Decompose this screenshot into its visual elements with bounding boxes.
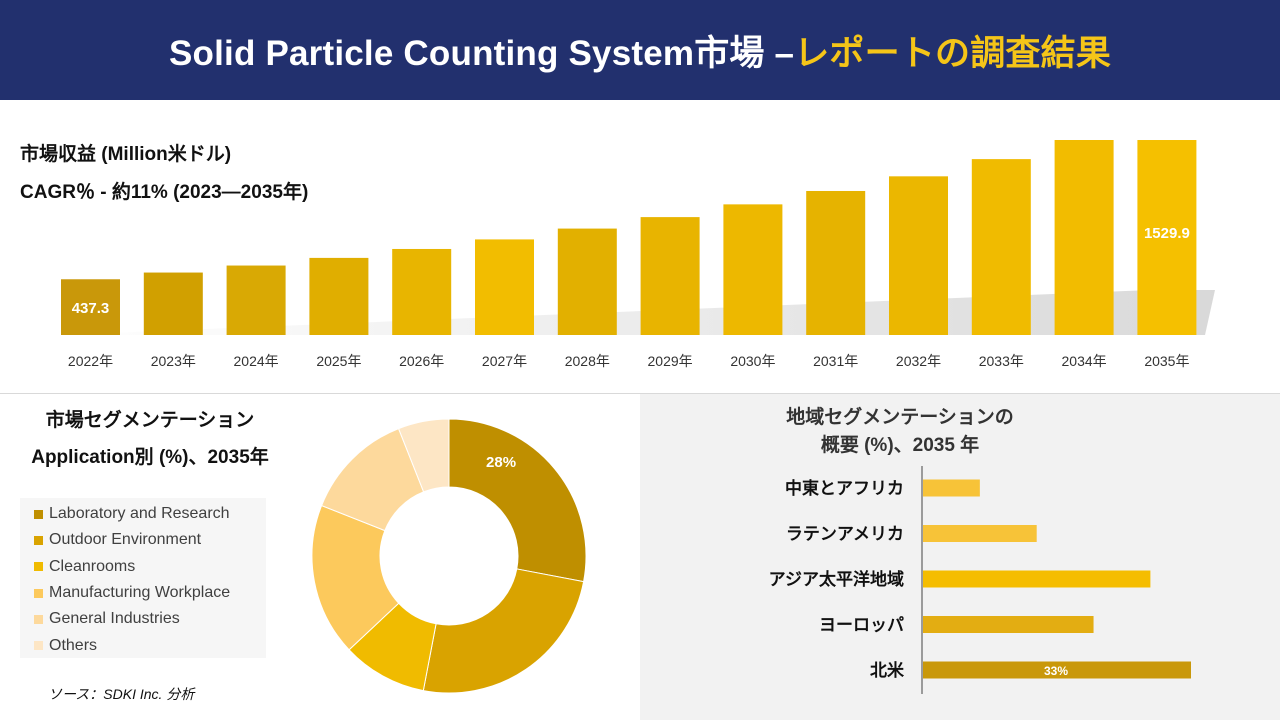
region-title-line2: 概要 (%)、2035 年: [820, 435, 980, 456]
legend-swatch: [34, 614, 43, 624]
revenue-bar: [1054, 140, 1114, 335]
year-tick-label: 2028年: [565, 353, 610, 369]
bar-value-label: 437.3: [72, 300, 110, 317]
region-panel: 地域セグメンテーションの 概要 (%)、2035 年 中東とアフリカ ラテンアメリ…: [640, 394, 1280, 720]
region-label: アジア太平洋地域: [769, 569, 904, 589]
legend-item: Cleanrooms: [34, 554, 266, 580]
source-note: ソース：SDKI Inc. 分析: [48, 686, 195, 702]
donut-value-label: 28%: [486, 454, 516, 471]
legend-swatch: [34, 509, 43, 519]
legend-label: Cleanrooms: [49, 557, 136, 575]
revenue-bar: [971, 159, 1031, 335]
revenue-bar: [640, 217, 700, 335]
region-label: ヨーロッパ: [819, 616, 904, 635]
region-bar: [923, 525, 1037, 542]
legend-label: Outdoor Environment: [49, 531, 202, 549]
cagr-label: CAGR％ - 約11% (2023—2035年): [20, 182, 309, 203]
revenue-bar: [475, 239, 534, 335]
donut-slice: [422, 568, 585, 694]
legend-swatch: [34, 588, 43, 598]
page-title: Solid Particle Counting System市場 –レポートの調…: [168, 33, 1112, 73]
legend-swatch: [34, 535, 43, 545]
legend-label: Manufacturing Workplace: [49, 584, 231, 602]
region-bar: [923, 661, 1191, 679]
year-tick-label: 2029年: [648, 353, 693, 369]
region-label: 中東とアフリカ: [785, 478, 904, 498]
year-tick-label: 2022年: [68, 353, 113, 369]
year-tick-label: 2023年: [151, 353, 196, 369]
region-title-line1: 地域セグメンテーションの: [786, 407, 1014, 428]
year-tick-label: 2031年: [813, 353, 858, 369]
donut-slice: [448, 418, 587, 583]
region-label: ラテンアメリカ: [786, 525, 904, 544]
year-tick-label: 2033年: [979, 353, 1024, 369]
segment-title-line2: Application別 (%)、2035年: [31, 447, 269, 468]
revenue-bar: [806, 190, 866, 335]
donut-slice: [397, 418, 450, 493]
region-label: 北米: [870, 660, 905, 680]
region-title: 地域セグメンテーションの 概要 (%)、2035 年: [640, 404, 1160, 460]
revenue-bar-chart: 2022年 437.3 2023年 2024年 2025年 2026年 2027年 2028年…: [60, 140, 1215, 369]
legend-item: Others: [34, 632, 266, 658]
application-legend: Laboratory and Research Outdoor Environme…: [20, 498, 266, 658]
region-bar: [923, 616, 1094, 633]
revenue-bar: [226, 265, 286, 335]
revenue-bar: [723, 204, 783, 335]
region-bar: [923, 570, 1151, 588]
revenue-label: 市場収益 (Million米ドル): [20, 144, 232, 165]
page-title-accent: レポートの調査結果: [794, 33, 1112, 73]
legend-item: General Industries: [34, 606, 266, 632]
legend-item: Outdoor Environment: [34, 527, 266, 553]
revenue-bar: [143, 272, 203, 335]
year-tick-label: 2027年: [482, 353, 527, 369]
legend-item: Manufacturing Workplace: [34, 580, 266, 606]
legend-swatch: [34, 641, 43, 651]
revenue-bar: [557, 228, 617, 335]
application-donut-chart: 28%: [311, 418, 587, 694]
revenue-bar: [61, 279, 120, 335]
year-tick-label: 2035年: [1144, 353, 1189, 369]
segment-title-line1: 市場セグメンテーション: [45, 410, 255, 431]
revenue-bar: [309, 257, 369, 335]
region-bar: [923, 479, 980, 497]
year-tick-label: 2032年: [896, 353, 941, 369]
year-tick-label: 2030年: [730, 353, 775, 369]
legend-label: General Industries: [49, 610, 180, 628]
legend-item: Laboratory and Research: [34, 501, 266, 527]
year-tick-label: 2026年: [399, 353, 444, 369]
year-tick-label: 2034年: [1062, 353, 1107, 369]
legend-label: Laboratory and Research: [49, 505, 230, 523]
year-tick-label: 2024年: [234, 353, 279, 369]
legend-swatch: [34, 562, 43, 572]
year-tick-label: 2025年: [316, 353, 361, 369]
section-divider: [0, 393, 1280, 394]
region-value-label: 33%: [1044, 664, 1068, 678]
bar-value-label: 1529.9: [1144, 225, 1190, 242]
revenue-bar: [889, 176, 948, 335]
legend-label: Others: [49, 636, 98, 654]
revenue-bar: [392, 248, 452, 335]
revenue-bar: [1137, 140, 1197, 335]
header-banner: Solid Particle Counting System市場 –レポートの調…: [0, 0, 1280, 100]
